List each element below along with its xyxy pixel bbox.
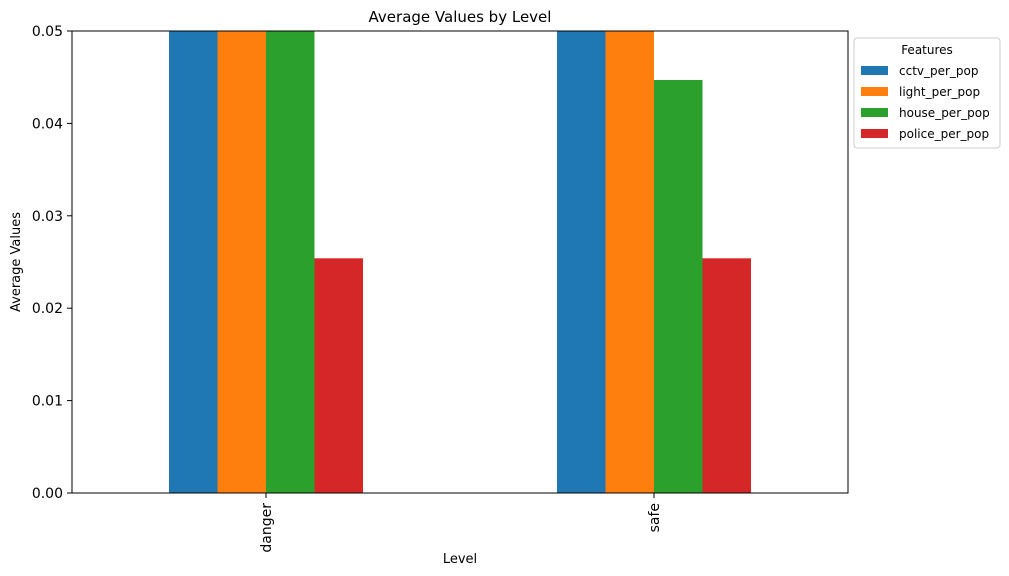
plot-frame bbox=[71, 30, 849, 494]
bar-light_per_pop-safe bbox=[605, 31, 654, 493]
legend-label-house_per_pop: house_per_pop bbox=[899, 106, 990, 120]
bar-cctv_per_pop-danger bbox=[169, 31, 218, 493]
bar-police_per_pop-danger bbox=[314, 258, 363, 493]
legend-label-light_per_pop: light_per_pop bbox=[899, 85, 980, 99]
legend-swatch-light_per_pop bbox=[861, 87, 888, 96]
y-tick-label: 0.03 bbox=[32, 209, 63, 225]
legend-label-police_per_pop: police_per_pop bbox=[899, 127, 989, 141]
y-axis-ticks: 0.00 0.01 0.02 0.03 0.04 0.05 bbox=[32, 24, 72, 502]
bar-light_per_pop-danger bbox=[217, 31, 266, 493]
bar-cctv_per_pop-safe bbox=[557, 31, 606, 493]
legend-swatch-house_per_pop bbox=[861, 108, 888, 117]
legend-title: Features bbox=[901, 43, 953, 57]
bar-house_per_pop-danger bbox=[266, 31, 315, 493]
y-axis-title: Average Values bbox=[9, 212, 24, 312]
bar-house_per_pop-safe bbox=[654, 80, 703, 493]
x-axis-title: Level bbox=[443, 552, 477, 567]
legend: Features cctv_per_pop light_per_pop house_… bbox=[853, 37, 1001, 149]
chart-title: Average Values by Level bbox=[369, 8, 552, 26]
bar-police_per_pop-safe bbox=[702, 258, 751, 493]
x-tick-label-danger: danger bbox=[259, 503, 275, 553]
legend-swatch-cctv_per_pop bbox=[861, 66, 888, 75]
y-tick-label: 0.04 bbox=[32, 116, 63, 132]
y-tick-label: 0.02 bbox=[32, 301, 63, 317]
legend-items: cctv_per_pop light_per_pop house_per_poppo… bbox=[861, 64, 990, 141]
y-tick-label: 0.00 bbox=[32, 486, 63, 502]
legend-swatch-police_per_pop bbox=[861, 129, 888, 138]
x-tick-label-safe: safe bbox=[647, 503, 663, 532]
bars-group bbox=[169, 31, 751, 493]
x-axis-ticks: danger safe bbox=[259, 493, 663, 553]
legend-label-cctv_per_pop: cctv_per_pop bbox=[899, 64, 979, 78]
y-tick-label: 0.05 bbox=[32, 24, 63, 40]
y-tick-label: 0.01 bbox=[32, 394, 63, 410]
legend-frame bbox=[853, 37, 1001, 149]
